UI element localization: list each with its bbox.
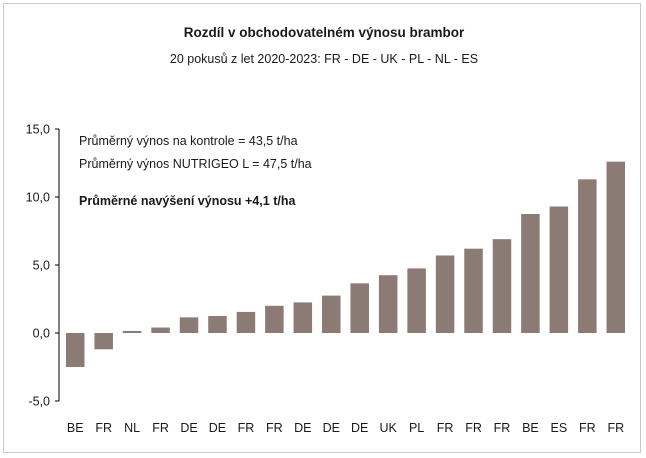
- x-tick-label: FR: [607, 421, 624, 435]
- x-tick-label: FR: [152, 421, 169, 435]
- x-tick-label: DE: [294, 421, 311, 435]
- x-tick-label: FR: [494, 421, 511, 435]
- bar: [122, 330, 142, 333]
- bar: [549, 206, 569, 333]
- y-tick-label: 10,0: [26, 191, 50, 205]
- bar: [322, 295, 341, 333]
- x-tick-label: FR: [437, 421, 454, 435]
- y-tick-label: 0,0: [33, 327, 50, 341]
- x-tick-label: ES: [551, 421, 568, 435]
- x-tick-label: DE: [323, 421, 340, 435]
- bar: [492, 239, 512, 333]
- bar: [407, 268, 426, 333]
- annotation-average-increase: Průměrné navýšení výnosu +4,1 t/ha: [79, 194, 296, 208]
- y-axis-ticks: -5,0 0,0 5,0 10,0 15,0: [26, 123, 59, 409]
- x-axis-labels: BE FR NL FR DE DE FR FR DE DE DE UK PL FR FR FR BE ES FR FR: [67, 421, 624, 435]
- annotation-control-yield: Průměrný výnos na kontrole = 43,5 t/ha: [79, 134, 298, 148]
- chart-subtitle: 20 pokusů z let 2020-2023: FR - DE - UK …: [170, 52, 478, 66]
- x-tick-label: FR: [465, 421, 482, 435]
- chart-frame: Rozdíl v obchodovatelném výnosu brambor …: [3, 3, 641, 453]
- y-tick-label: 5,0: [33, 259, 50, 273]
- x-tick-label: DE: [351, 421, 368, 435]
- x-tick-label: BE: [67, 421, 84, 435]
- x-tick-label: FR: [266, 421, 283, 435]
- bar: [606, 161, 626, 333]
- bar: [65, 333, 85, 367]
- x-tick-label: DE: [209, 421, 226, 435]
- bar: [435, 255, 455, 333]
- chart-title: Rozdíl v obchodovatelném výnosu brambor: [184, 25, 465, 40]
- x-tick-label: FR: [579, 421, 596, 435]
- bar: [378, 275, 398, 333]
- bar: [464, 248, 483, 333]
- bar: [293, 302, 313, 333]
- bar: [236, 311, 256, 333]
- bar: [350, 283, 369, 333]
- bar: [578, 179, 597, 333]
- bar: [265, 305, 284, 333]
- bar: [151, 327, 170, 333]
- bars-group: [65, 161, 626, 367]
- x-tick-label: FR: [238, 421, 255, 435]
- x-tick-label: DE: [180, 421, 197, 435]
- bar: [179, 317, 199, 333]
- y-tick-label: -5,0: [28, 395, 50, 409]
- x-tick-label: BE: [522, 421, 539, 435]
- bar: [521, 214, 540, 333]
- bar: [208, 316, 227, 333]
- x-tick-label: UK: [379, 421, 397, 435]
- bar-chart: Rozdíl v obchodovatelném výnosu brambor …: [26, 25, 626, 435]
- x-tick-label: PL: [409, 421, 424, 435]
- bar: [94, 333, 113, 350]
- y-tick-label: 15,0: [26, 123, 50, 137]
- x-tick-label: FR: [95, 421, 112, 435]
- annotation-nutrigeo-yield: Průměrný výnos NUTRIGEO L = 47,5 t/ha: [79, 157, 312, 171]
- x-tick-label: NL: [124, 421, 140, 435]
